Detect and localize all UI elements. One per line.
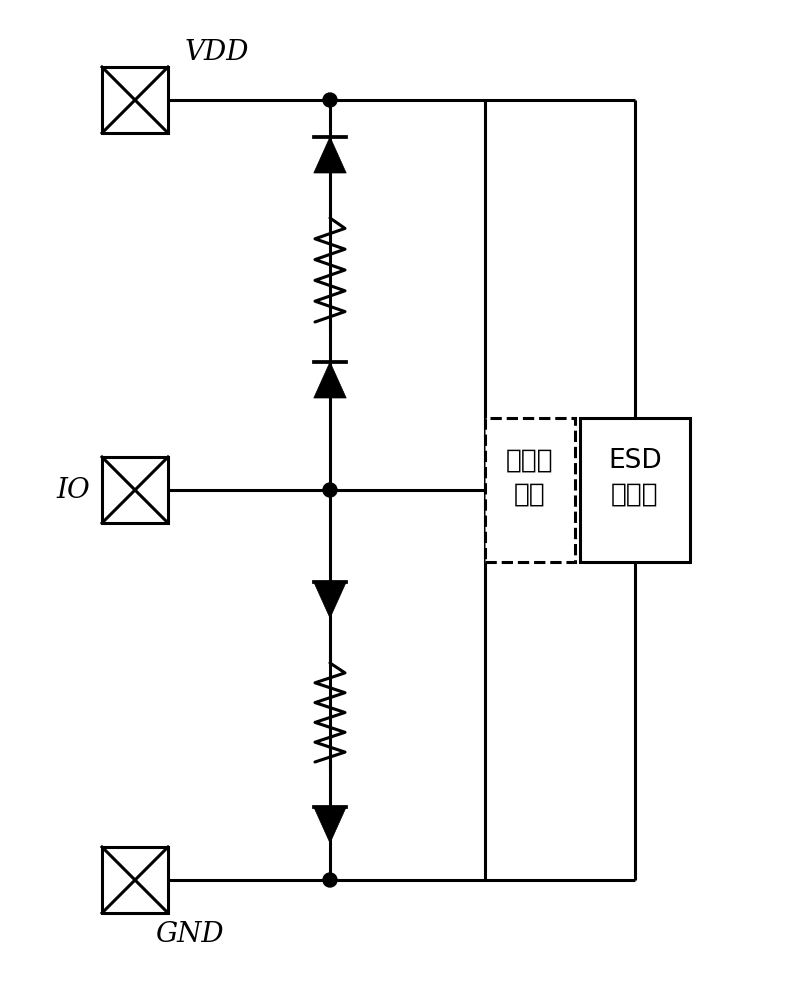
Bar	[102, 847, 168, 913]
Text: GND: GND	[155, 922, 224, 948]
Bar	[102, 457, 168, 523]
Polygon shape	[314, 582, 347, 618]
Bar	[102, 67, 168, 133]
Bar	[580, 418, 690, 562]
Circle shape	[323, 93, 337, 107]
Text: VDD: VDD	[185, 38, 250, 66]
Text: IO: IO	[56, 477, 90, 504]
Polygon shape	[314, 807, 347, 843]
Circle shape	[323, 483, 337, 497]
Text: 待保护
电路: 待保护 电路	[506, 448, 554, 508]
Polygon shape	[314, 137, 347, 173]
Circle shape	[323, 873, 337, 887]
Bar	[485, 418, 575, 562]
Text: ESD
主通路: ESD 主通路	[608, 448, 662, 508]
Polygon shape	[314, 362, 347, 398]
